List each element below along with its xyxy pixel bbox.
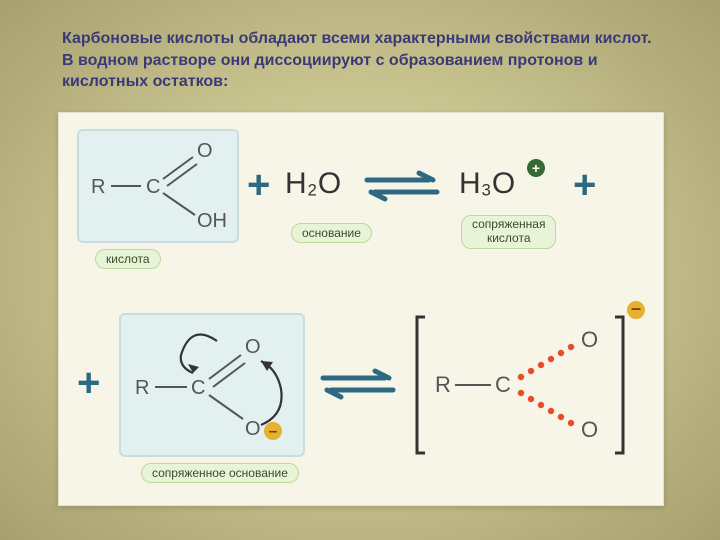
tag-acid: кислота [95, 249, 161, 269]
svg-text:O: O [581, 417, 598, 442]
tag-conjugate-base: сопряженное основание [141, 463, 299, 483]
heading-text: Карбоновые кислоты обладают всеми характ… [62, 28, 662, 93]
resonance-structure: R C O O [409, 305, 641, 465]
svg-text:O: O [245, 336, 261, 358]
carboxylate-charge-minus-icon: – [627, 301, 645, 319]
mechanism-box: R C O O – [119, 313, 305, 457]
atom-C: C [146, 176, 160, 198]
atom-O-top: O [197, 140, 213, 162]
svg-text:C: C [495, 372, 511, 397]
svg-text:C: C [191, 377, 205, 399]
equilibrium-arrows-1 [361, 169, 443, 203]
plus-sign-3: + [77, 361, 100, 406]
hydronium-charge-plus-icon: + [527, 159, 545, 177]
plus-sign-1: + [247, 163, 270, 208]
acid-structure-svg: R C O OH [79, 131, 237, 241]
atom-OH: OH [197, 210, 227, 232]
tag-conjugate-acid: сопряженная кислота [461, 215, 556, 249]
svg-text:O: O [581, 327, 598, 352]
svg-text:R: R [435, 372, 451, 397]
formula-h3o: H3O [459, 167, 516, 201]
atom-R: R [91, 176, 105, 198]
reaction-diagram: R C O OH + H2O H3O + + кислота основание… [58, 112, 664, 506]
mechanism-svg: R C O O – [121, 315, 303, 455]
plus-sign-2: + [573, 163, 596, 208]
svg-text:O: O [245, 418, 261, 440]
svg-text:–: – [269, 423, 278, 440]
formula-h2o: H2O [285, 167, 342, 201]
svg-text:R: R [135, 377, 149, 399]
equilibrium-arrows-2 [317, 367, 399, 401]
tag-base: основание [291, 223, 372, 243]
acid-structure-box: R C O OH [77, 129, 239, 243]
